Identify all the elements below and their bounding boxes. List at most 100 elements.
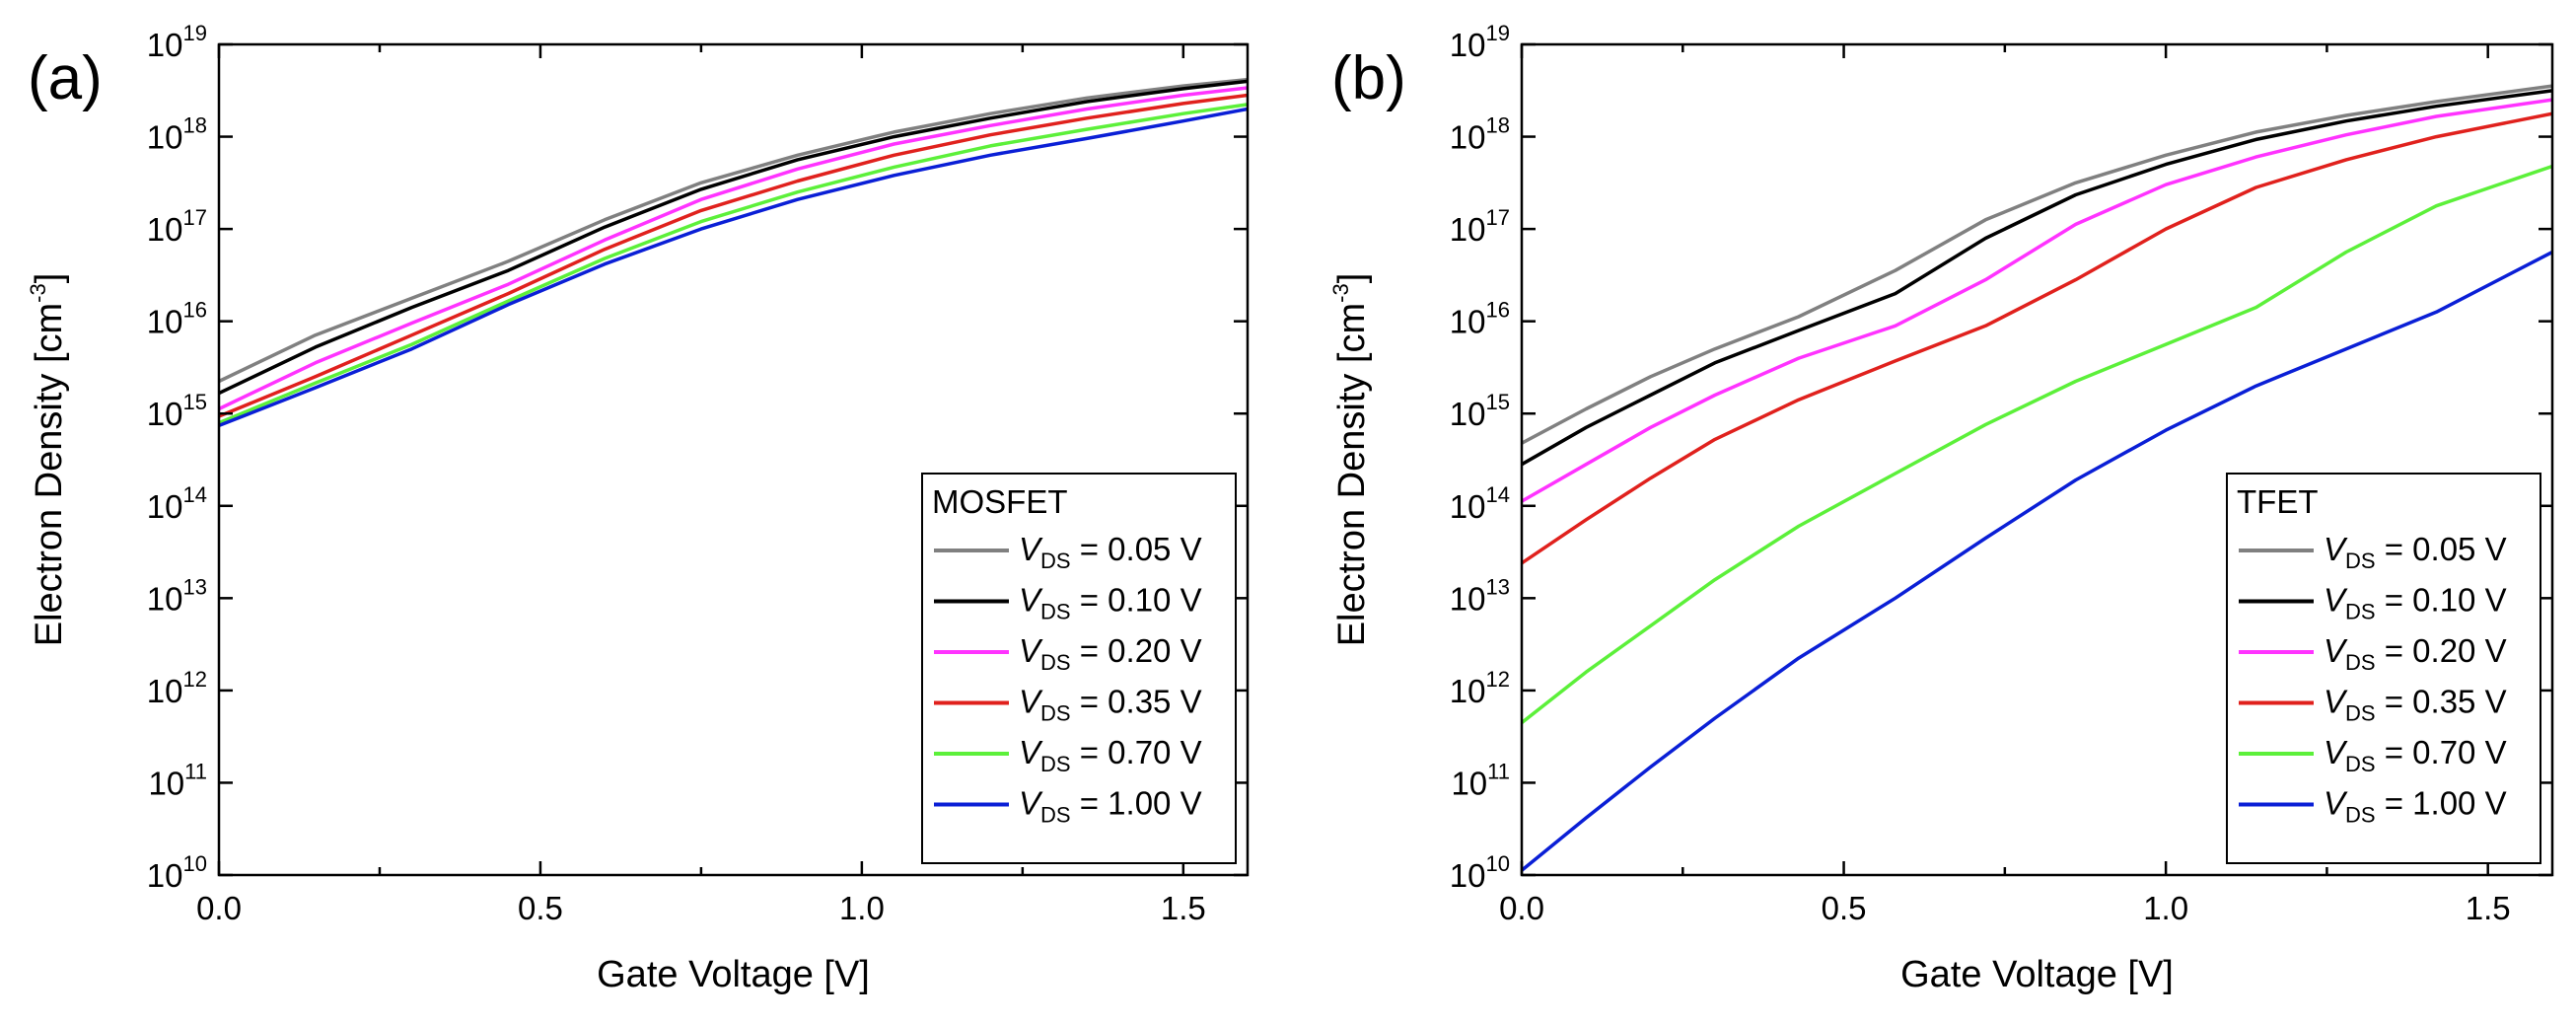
legend-value: = 0.70 V	[2376, 734, 2507, 770]
legend-label-0: VDS = 0.05 V	[2324, 531, 2507, 573]
y-tick-label: 1017	[147, 205, 207, 248]
y-axis-title: Electron Density [cm-3]	[26, 273, 70, 647]
y-tick-label: 1017	[1450, 205, 1510, 248]
y-tick-label: 1010	[1450, 851, 1510, 894]
legend-v: V	[1019, 582, 1043, 619]
series-line-4	[1522, 164, 2552, 724]
legend-title: TFET	[2237, 483, 2318, 520]
y-tick-exponent: 17	[1486, 205, 1510, 230]
legend-label-2: VDS = 0.20 V	[2324, 632, 2507, 675]
y-tick-label: 1018	[147, 113, 207, 156]
legend-value: = 0.05 V	[2376, 531, 2507, 567]
series-line-1	[219, 79, 1248, 396]
y-axis-title-suffix: ]	[29, 273, 70, 284]
legend-label-1: VDS = 0.10 V	[2324, 582, 2507, 624]
legend-label-0: VDS = 0.05 V	[1019, 531, 1202, 573]
legend-value: = 0.35 V	[2376, 684, 2507, 720]
y-tick-exponent: 19	[1486, 21, 1510, 45]
y-tick-exponent: 11	[184, 759, 207, 783]
x-axis-title: Gate Voltage [V]	[1900, 954, 2174, 995]
y-tick-exponent: 19	[183, 21, 207, 45]
y-axis-title-main: Electron Density [cm	[1331, 303, 1373, 646]
y-tick-exponent: 13	[1486, 574, 1510, 599]
y-tick-exponent: 13	[183, 574, 207, 599]
y-tick-label: 1015	[1450, 390, 1510, 432]
y-tick-exponent: 15	[1486, 390, 1510, 414]
legend-label-5: VDS = 1.00 V	[2324, 785, 2507, 828]
legend-sub: DS	[1040, 701, 1071, 726]
legend-box	[921, 473, 1237, 864]
legend-sub: DS	[1040, 549, 1071, 573]
legend-label-5: VDS = 1.00 V	[1019, 785, 1202, 828]
y-tick-base: 10	[1450, 211, 1486, 248]
y-axis-title-suffix: ]	[1331, 273, 1373, 284]
legend-sub: DS	[2345, 701, 2376, 726]
legend-value: = 1.00 V	[1071, 785, 1202, 822]
y-tick-base: 10	[1450, 119, 1486, 156]
series-group	[219, 77, 1248, 428]
legend-v: V	[2324, 684, 2348, 720]
legend-label-4: VDS = 0.70 V	[2324, 734, 2507, 776]
legend-v: V	[1019, 785, 1043, 822]
y-tick-label: 1010	[147, 851, 207, 894]
y-tick-base: 10	[147, 396, 183, 432]
legend-sub: DS	[2345, 650, 2376, 675]
y-axis-title: Electron Density [cm-3]	[1328, 273, 1373, 647]
legend-sub: DS	[2345, 803, 2376, 828]
y-tick-label: 1013	[147, 574, 207, 617]
y-tick-base: 10	[1450, 488, 1486, 525]
legend-v: V	[1019, 531, 1043, 567]
y-tick-exponent: 18	[183, 113, 207, 138]
legend-label-4: VDS = 0.70 V	[1019, 734, 1202, 776]
x-tick-label: 0.0	[196, 890, 242, 926]
y-tick-exponent: 17	[183, 205, 207, 230]
legend-v: V	[1019, 632, 1043, 669]
y-tick-label: 1015	[147, 390, 207, 432]
legend-value: = 0.10 V	[1071, 582, 1202, 619]
x-axis-title: Gate Voltage [V]	[597, 954, 870, 995]
y-tick-label: 1011	[1451, 759, 1510, 801]
legend-value: = 0.70 V	[1071, 734, 1202, 770]
y-tick-base: 10	[147, 857, 183, 894]
y-tick-base: 10	[1450, 857, 1486, 894]
legend-sub: DS	[2345, 600, 2376, 624]
y-tick-label: 1016	[1450, 298, 1510, 340]
y-tick-exponent: 10	[183, 851, 207, 876]
x-tick-label: 1.0	[839, 890, 885, 926]
legend-sub: DS	[1040, 650, 1071, 675]
x-tick-label: 1.0	[2143, 890, 2188, 926]
y-tick-exponent: 12	[183, 667, 207, 692]
y-tick-base: 10	[1451, 765, 1487, 801]
legend-sub: DS	[2345, 752, 2376, 776]
y-tick-exponent: 16	[183, 298, 207, 323]
y-tick-base: 10	[147, 673, 183, 709]
chart-panel-b: (b)0.0 0.5 1.0 1.51010101110121013101410151…	[1328, 21, 2554, 995]
y-tick-base: 10	[148, 765, 184, 801]
y-tick-exponent: 10	[1486, 851, 1510, 876]
series-line-1	[1522, 89, 2552, 467]
legend-value: = 0.20 V	[1071, 632, 1202, 669]
panel-label: (b)	[1331, 44, 1406, 112]
x-tick-label: 1.5	[2466, 890, 2511, 926]
y-axis-title-exponent: -3	[26, 283, 50, 303]
plot-frame	[1520, 42, 2554, 877]
series-group	[1522, 84, 2552, 872]
x-tick-label: 1.5	[1161, 890, 1206, 926]
legend-v: V	[2324, 531, 2348, 567]
x-tick-label: 0.5	[1822, 890, 1867, 926]
legend-sub: DS	[1040, 803, 1071, 828]
y-tick-base: 10	[1450, 396, 1486, 432]
chart-panel-a: (a)0.0 0.5 1.0 1.51010101110121013101410151…	[26, 21, 1250, 995]
y-tick-base: 10	[1450, 673, 1486, 709]
y-tick-label: 1011	[148, 759, 207, 801]
y-tick-base: 10	[1450, 27, 1486, 63]
y-tick-exponent: 15	[183, 390, 207, 414]
y-tick-label: 1018	[1450, 113, 1510, 156]
x-tick-label: 0.0	[1499, 890, 1544, 926]
series-line-4	[219, 103, 1248, 425]
legend-label-3: VDS = 0.35 V	[1019, 684, 1202, 726]
y-tick-base: 10	[147, 488, 183, 525]
